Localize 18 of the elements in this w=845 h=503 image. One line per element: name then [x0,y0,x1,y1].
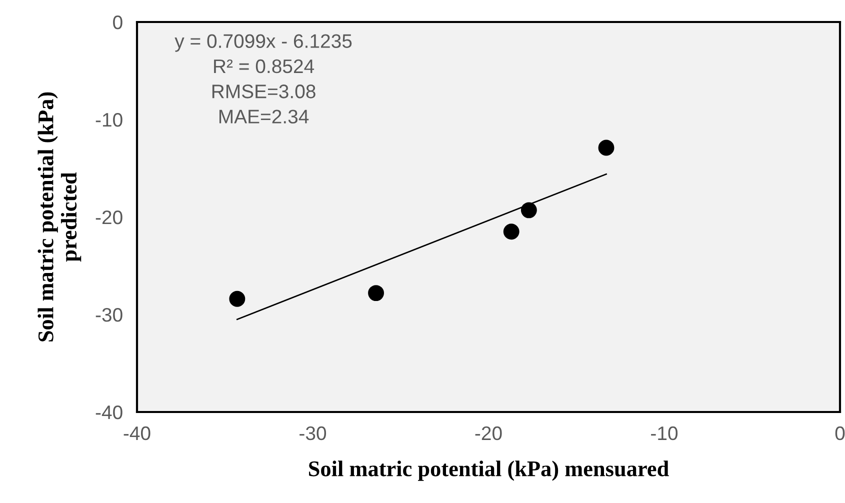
x-tick-label: 0 [835,426,845,440]
y-tick-label: -30 [96,308,122,322]
x-tick-label: -20 [475,426,502,440]
point [598,140,614,156]
y-tick-label: -20 [96,210,122,224]
y-tick-label: -40 [96,405,122,420]
x-tick-label: -30 [300,426,326,440]
point [503,224,520,240]
y-tick-label: 0 [113,15,122,30]
annotation: y = 0.7099x - 6.1235 R² = 0.8524 RMSE=3.08 MAE=2.34 [174,34,352,124]
point [368,285,384,302]
x-axis-title: Soil matric potential (kPa) mensuared [309,460,669,481]
x-tick-label: -10 [651,426,678,440]
point [520,202,537,218]
point [229,290,246,307]
y-axis-title: Soil matric potential (kPa) predicted [38,92,82,342]
x-tick-label: -40 [124,426,150,440]
y-tick-label: -10 [96,112,122,127]
